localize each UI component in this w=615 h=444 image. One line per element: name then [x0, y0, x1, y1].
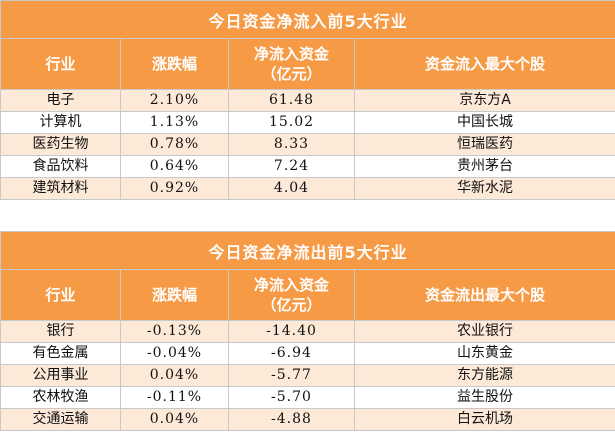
table-row: 建筑材料 0.92% 4.04 华新水泥 [0, 177, 615, 200]
industry-cell: 计算机 [0, 111, 121, 134]
change-cell: 0.64% [120, 155, 229, 178]
change-cell: -0.13% [120, 320, 229, 343]
top-stock-cell: 白云机场 [353, 408, 615, 431]
change-cell: 2.10% [120, 89, 229, 112]
outflow-table: 今日资金净流出前5大行业 行业 涨跌幅 净流入资金 （亿元） 资金流出最大个股 … [0, 231, 615, 431]
inflow-header-industry: 行业 [0, 38, 121, 90]
industry-cell: 有色金属 [0, 342, 121, 365]
industry-cell: 电子 [0, 89, 121, 112]
outflow-header-industry: 行业 [0, 269, 121, 321]
top-stock-cell: 贵州茅台 [353, 155, 615, 178]
change-cell: 0.92% [120, 177, 229, 200]
inflow-table: 今日资金净流入前5大行业 行业 涨跌幅 净流入资金 （亿元） 资金流入最大个股 … [0, 0, 615, 200]
outflow-title-row: 今日资金净流出前5大行业 [0, 231, 615, 270]
top-stock-cell: 山东黄金 [353, 342, 615, 365]
change-cell: -0.04% [120, 342, 229, 365]
table-row: 农林牧渔 -0.11% -5.70 益生股份 [0, 386, 615, 409]
industry-cell: 食品饮料 [0, 155, 121, 178]
net-flow-cell: -6.94 [228, 342, 355, 365]
inflow-header-top-stock: 资金流入最大个股 [353, 38, 615, 90]
industry-cell: 交通运输 [0, 408, 121, 431]
net-flow-cell: -5.70 [228, 386, 355, 409]
net-flow-cell: -4.88 [228, 408, 355, 431]
net-flow-cell: 7.24 [228, 155, 355, 178]
inflow-table-block: 今日资金净流入前5大行业 行业 涨跌幅 净流入资金 （亿元） 资金流入最大个股 … [0, 0, 615, 200]
net-flow-cell: 61.48 [228, 89, 355, 112]
inflow-header-change: 涨跌幅 [120, 38, 229, 90]
inflow-header-net-line2: （亿元） [261, 65, 322, 83]
outflow-table-title: 今日资金净流出前5大行业 [0, 231, 615, 270]
industry-cell: 银行 [0, 320, 121, 343]
table-row: 食品饮料 0.64% 7.24 贵州茅台 [0, 155, 615, 178]
table-row: 电子 2.10% 61.48 京东方A [0, 89, 615, 112]
table-row: 有色金属 -0.04% -6.94 山东黄金 [0, 342, 615, 365]
change-cell: 0.78% [120, 133, 229, 156]
outflow-header-row: 行业 涨跌幅 净流入资金 （亿元） 资金流出最大个股 [0, 269, 615, 321]
top-stock-cell: 京东方A [353, 89, 615, 112]
change-cell: 0.04% [120, 364, 229, 387]
table-row: 交通运输 0.04% -4.88 白云机场 [0, 408, 615, 431]
table-row: 医药生物 0.78% 8.33 恒瑞医药 [0, 133, 615, 156]
outflow-table-block: 今日资金净流出前5大行业 行业 涨跌幅 净流入资金 （亿元） 资金流出最大个股 … [0, 231, 615, 431]
change-cell: 1.13% [120, 111, 229, 134]
top-stock-cell: 恒瑞医药 [353, 133, 615, 156]
top-stock-cell: 东方能源 [353, 364, 615, 387]
table-row: 银行 -0.13% -14.40 农业银行 [0, 320, 615, 343]
outflow-header-top-stock: 资金流出最大个股 [353, 269, 615, 321]
net-flow-cell: 15.02 [228, 111, 355, 134]
top-stock-cell: 华新水泥 [353, 177, 615, 200]
change-cell: -0.11% [120, 386, 229, 409]
inflow-header-net: 净流入资金 （亿元） [228, 38, 355, 90]
industry-cell: 公用事业 [0, 364, 121, 387]
outflow-header-net: 净流入资金 （亿元） [228, 269, 355, 321]
inflow-header-net-line1: 净流入资金 [253, 45, 329, 63]
top-stock-cell: 中国长城 [353, 111, 615, 134]
net-flow-cell: 8.33 [228, 133, 355, 156]
industry-cell: 建筑材料 [0, 177, 121, 200]
change-cell: 0.04% [120, 408, 229, 431]
outflow-header-change: 涨跌幅 [120, 269, 229, 321]
top-stock-cell: 农业银行 [353, 320, 615, 343]
net-flow-cell: -14.40 [228, 320, 355, 343]
outflow-header-net-line2: （亿元） [261, 296, 322, 314]
inflow-title-row: 今日资金净流入前5大行业 [0, 0, 615, 39]
outflow-header-net-line1: 净流入资金 [253, 276, 329, 294]
net-flow-cell: 4.04 [228, 177, 355, 200]
table-row: 计算机 1.13% 15.02 中国长城 [0, 111, 615, 134]
top-stock-cell: 益生股份 [353, 386, 615, 409]
inflow-table-title: 今日资金净流入前5大行业 [0, 0, 615, 39]
industry-cell: 医药生物 [0, 133, 121, 156]
net-flow-cell: -5.77 [228, 364, 355, 387]
industry-cell: 农林牧渔 [0, 386, 121, 409]
table-row: 公用事业 0.04% -5.77 东方能源 [0, 364, 615, 387]
inflow-header-row: 行业 涨跌幅 净流入资金 （亿元） 资金流入最大个股 [0, 38, 615, 90]
